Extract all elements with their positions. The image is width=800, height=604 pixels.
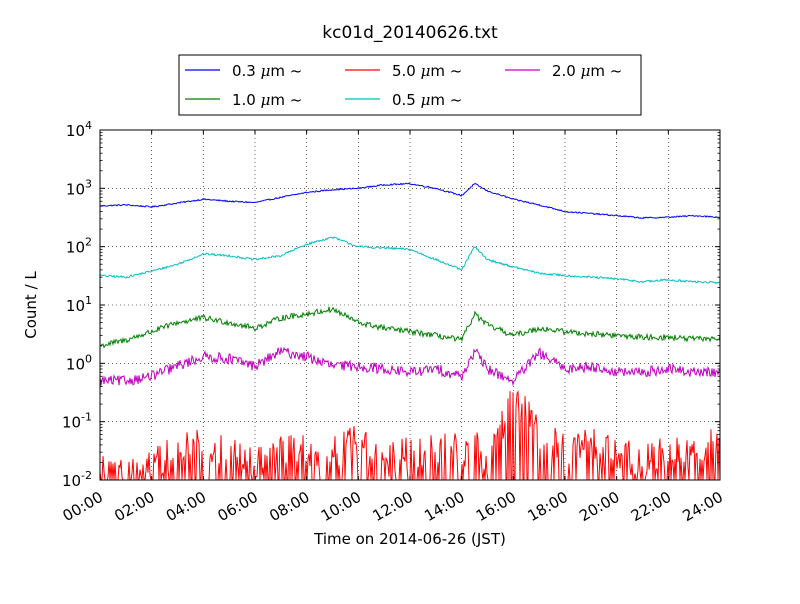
y-tick-label: 10-2 — [62, 469, 92, 490]
chart-title: kc01d_20140626.txt — [322, 23, 498, 43]
series-line-0-5um — [99, 236, 721, 285]
y-tick-label: 104 — [66, 119, 92, 140]
series-line-2-0um — [99, 346, 721, 387]
y-tick-label: 100 — [66, 352, 92, 373]
grid-layer — [100, 130, 720, 480]
y-axis-label: Count / L — [22, 271, 40, 339]
legend-label-2-0um: 2.0 μm ~ — [552, 62, 622, 80]
y-tick-label: 101 — [66, 294, 92, 315]
series-line-1-0um — [100, 306, 721, 349]
series-line-0-3um — [99, 182, 720, 220]
axis-layer: 00:00 02:00 04:00 06:00 08:00 10:00 12:00 14:00… — [60, 119, 726, 525]
y-tick-label: 10-1 — [62, 411, 92, 432]
x-axis-label: Time on 2014-06-26 (JST) — [313, 530, 506, 548]
legend-label-5-0um: 5.0 μm ~ — [392, 62, 462, 80]
legend: 0.3 μm ~ 1.0 μm ~ 5.0 μm ~ 0.5 μm ~ 2.0 μm ~ — [178, 54, 642, 116]
y-tick-label: 102 — [66, 236, 92, 257]
y-tick-label: 103 — [66, 177, 92, 198]
legend-label-0-5um: 0.5 μm ~ — [392, 91, 462, 109]
legend-label-0-3um: 0.3 μm ~ — [232, 62, 302, 80]
legend-label-1-0um: 1.0 μm ~ — [232, 91, 302, 109]
legend-box — [178, 54, 642, 116]
